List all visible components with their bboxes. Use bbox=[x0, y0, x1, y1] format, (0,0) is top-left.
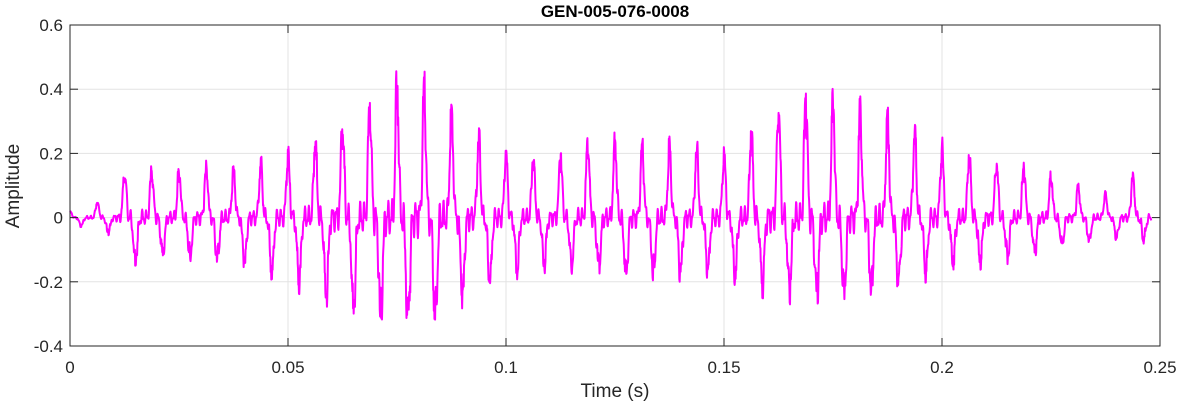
y-tick-label: -0.4 bbox=[34, 337, 63, 356]
y-tick-label: -0.2 bbox=[34, 273, 63, 292]
x-tick-label: 0.2 bbox=[930, 358, 954, 377]
x-tick-label: 0.15 bbox=[707, 358, 740, 377]
chart-title: GEN-005-076-0008 bbox=[541, 2, 689, 21]
plot-frame bbox=[69, 24, 1161, 347]
y-axis-label: Amplitude bbox=[3, 144, 24, 229]
x-tick-label: 0.25 bbox=[1143, 358, 1176, 377]
signal-line bbox=[69, 70, 1153, 321]
x-axis-ticks: 0 0.05 0.1 0.15 0.2 0.25 bbox=[65, 25, 1177, 377]
y-axis-ticks: -0.4 -0.2 0 0.2 0.4 0.6 bbox=[34, 16, 1160, 356]
plot-background bbox=[70, 25, 1160, 346]
signal-series bbox=[69, 70, 1153, 321]
x-tick-label: 0.1 bbox=[494, 358, 518, 377]
x-axis-label: Time (s) bbox=[581, 381, 650, 402]
y-tick-label: 0 bbox=[54, 209, 63, 228]
y-tick-label: 0.6 bbox=[39, 16, 63, 35]
x-tick-label: 0 bbox=[65, 358, 74, 377]
x-tick-label: 0.05 bbox=[271, 358, 304, 377]
y-tick-label: 0.2 bbox=[39, 144, 63, 163]
y-tick-label: 0.4 bbox=[39, 80, 63, 99]
